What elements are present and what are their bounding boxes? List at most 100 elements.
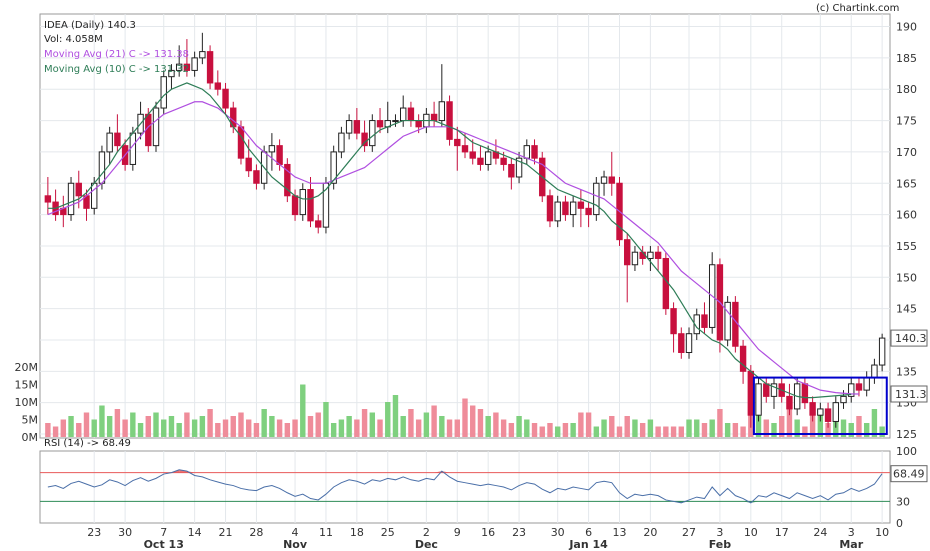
volume-bar <box>130 412 136 437</box>
candle-body <box>624 239 631 266</box>
month-label: Jan 14 <box>568 538 608 551</box>
rsi-overbought-fill <box>434 471 442 473</box>
price-tick-label: 135 <box>896 365 917 378</box>
volume-bar <box>307 416 314 437</box>
candle-body <box>284 163 291 197</box>
candle-body <box>685 333 693 354</box>
candle-body <box>786 395 793 410</box>
candle-body <box>554 201 561 222</box>
price-tick-label: 145 <box>896 303 917 316</box>
volume-bar <box>701 423 708 437</box>
volume-bar <box>284 423 291 437</box>
date-tick-label: 3 <box>716 526 723 539</box>
candle-body <box>801 383 809 404</box>
volume-bar <box>330 423 337 437</box>
month-label: Dec <box>415 538 438 551</box>
volume-tick-label: 5M <box>22 414 39 427</box>
candle-body <box>114 132 121 147</box>
rsi-tick-label: 0 <box>896 517 903 530</box>
price-tick-label: 175 <box>896 115 917 128</box>
date-tick-label: 16 <box>481 526 495 539</box>
moving-averages <box>47 82 859 399</box>
volume-bar <box>137 423 144 437</box>
candle-body <box>91 182 98 209</box>
volume-bar <box>493 412 499 437</box>
volume-tick-label: 10M <box>15 396 39 409</box>
candle-body <box>446 101 453 140</box>
ma-price-box <box>890 385 928 403</box>
volume-bar <box>230 416 236 437</box>
candle-body <box>871 364 878 379</box>
volume-bar <box>470 405 476 437</box>
candle-body <box>600 176 608 184</box>
date-tick-label: 24 <box>813 526 827 539</box>
rsi-tick-label: 30 <box>896 495 910 508</box>
candle-body <box>755 383 762 416</box>
candle-body <box>338 132 345 153</box>
candle-body <box>824 408 832 422</box>
price-tick-label: 180 <box>896 83 917 96</box>
volume-bar <box>76 423 82 437</box>
candle-body <box>330 151 337 184</box>
last-price-label: 140.3 <box>895 332 927 345</box>
volume-bar <box>802 426 808 437</box>
volume-bar <box>45 423 51 437</box>
candle-body <box>291 195 299 216</box>
candle-body <box>840 395 847 404</box>
candle-body <box>508 163 515 178</box>
candle-body <box>631 251 639 266</box>
volume-bar <box>570 423 576 437</box>
volume-bar <box>593 426 600 437</box>
date-tick-label: 10 <box>744 526 758 539</box>
volume-bar <box>400 416 406 437</box>
price-panel-frame <box>39 13 891 439</box>
volume-bars <box>45 381 885 437</box>
candle-body <box>500 157 507 165</box>
candle-body <box>407 107 415 122</box>
volume-bar <box>585 412 592 437</box>
volume-bar <box>740 426 746 437</box>
date-tick-label: 20 <box>643 526 657 539</box>
candle-body <box>44 195 52 203</box>
volume-bar <box>639 423 646 437</box>
gridlines <box>40 14 890 523</box>
candle-body <box>206 51 214 84</box>
volume-bar <box>578 412 584 437</box>
axes-labels: 1251301351401451501551601651701751801851… <box>15 21 928 551</box>
candle-body <box>175 63 183 71</box>
candle-body <box>183 63 191 71</box>
volume-bar <box>276 419 283 437</box>
volume-bar <box>771 423 777 437</box>
candle-body <box>160 76 167 109</box>
month-label: Oct 13 <box>144 538 184 551</box>
volume-bar <box>106 416 113 437</box>
candle-body <box>817 408 824 416</box>
price-tick-label: 190 <box>896 21 917 34</box>
candle-body <box>245 157 252 172</box>
candle-body <box>315 220 322 228</box>
candle-body <box>152 107 160 147</box>
date-tick-label: 23 <box>87 526 101 539</box>
candle-body <box>191 57 198 71</box>
candle-body <box>168 69 175 78</box>
volume-bar <box>153 412 159 437</box>
rsi-tick-label: 100 <box>896 445 917 458</box>
month-label: Nov <box>283 538 308 551</box>
volume-bar <box>616 426 623 437</box>
volume-bar <box>392 395 399 437</box>
volume-bar <box>222 419 229 437</box>
volume-bar <box>732 423 739 437</box>
volume-bar <box>145 416 151 437</box>
symbol-title: IDEA (Daily) 140.3 <box>44 20 136 31</box>
volume-bar <box>462 398 468 437</box>
volume-bar <box>516 416 522 437</box>
candle-body <box>199 51 206 59</box>
rsi-oversold-fill <box>750 501 759 503</box>
date-tick-label: 4 <box>292 526 299 539</box>
volume-bar <box>840 419 847 437</box>
volume-tick-label: 20M <box>15 361 39 374</box>
volume-bar <box>531 423 538 437</box>
volume-bar <box>261 409 267 437</box>
volume-bar <box>385 402 391 437</box>
